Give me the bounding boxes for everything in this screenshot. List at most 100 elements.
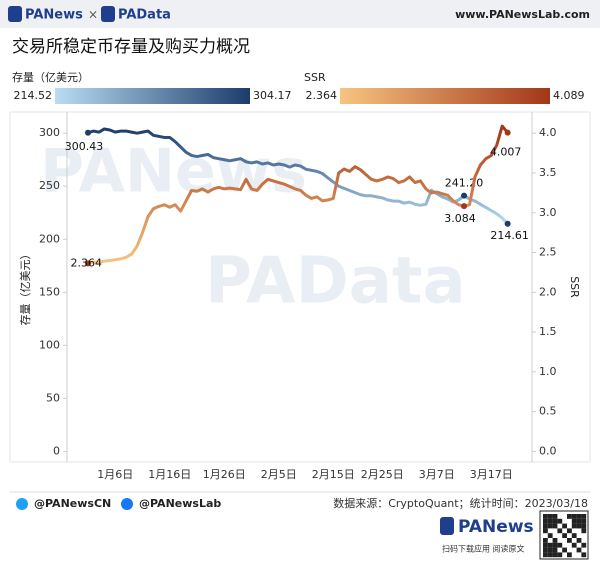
qr-caption: 扫码下载应用 阅读原文 bbox=[442, 544, 525, 554]
twitter-icon bbox=[16, 498, 28, 510]
y2-tick-label: 3.5 bbox=[539, 166, 557, 179]
chart-frame bbox=[9, 111, 591, 463]
qr-cell bbox=[571, 533, 577, 538]
qr-cell bbox=[567, 552, 572, 558]
qr-cell bbox=[552, 547, 558, 553]
y2-tick-label: 2.0 bbox=[539, 285, 557, 298]
y2-tick-label: 0.0 bbox=[539, 444, 557, 457]
qr-cell bbox=[576, 514, 582, 519]
y-tick-label: 100 bbox=[39, 338, 60, 351]
qr-cell bbox=[557, 542, 563, 548]
logo-icon bbox=[8, 6, 22, 22]
qr-cell bbox=[557, 518, 563, 524]
qr-cell bbox=[576, 538, 582, 543]
point-marker bbox=[504, 129, 511, 136]
colorbar bbox=[340, 88, 550, 104]
qr-cell bbox=[562, 533, 567, 538]
logo-left: PANews bbox=[25, 8, 83, 23]
qr-cell bbox=[552, 523, 558, 529]
y2-tick-label: 4.0 bbox=[539, 126, 557, 139]
y2-tick-label: 1.5 bbox=[539, 325, 557, 338]
point-marker bbox=[85, 129, 91, 136]
watermarks: PANews PAData bbox=[40, 137, 466, 319]
colorbar bbox=[55, 88, 250, 104]
data-label: 3.084 bbox=[444, 212, 476, 225]
x-tick-label: 1月26日 bbox=[203, 468, 246, 481]
qr-cell bbox=[567, 528, 572, 534]
chart-title: 交易所稳定币存量及购买力概况 bbox=[12, 37, 250, 57]
twitter-handle: @PANewsCN bbox=[34, 497, 111, 510]
y-tick-label: 250 bbox=[39, 179, 60, 192]
qr-cell bbox=[543, 552, 548, 558]
x-tick-label: 2月25日 bbox=[361, 468, 404, 481]
brand: PANews bbox=[458, 517, 534, 537]
legend-label: SSR bbox=[304, 71, 326, 84]
y-tick-label: 50 bbox=[46, 391, 60, 404]
site-url: www.PANewsLab.com bbox=[455, 8, 590, 21]
x-tick-label: 2月15日 bbox=[312, 468, 355, 481]
qr-cell bbox=[576, 547, 582, 553]
qr-cell bbox=[581, 514, 587, 519]
qr-cell bbox=[543, 518, 548, 524]
point-marker bbox=[504, 220, 511, 227]
qr-cell bbox=[581, 523, 587, 529]
qr-cell bbox=[547, 523, 553, 529]
qr-cell bbox=[571, 542, 577, 548]
qr-cell bbox=[547, 547, 553, 553]
qr-cell bbox=[576, 523, 582, 529]
point-marker bbox=[461, 192, 468, 199]
qr-cell bbox=[552, 542, 558, 548]
data-label: 214.61 bbox=[490, 229, 529, 242]
plot: 0 50 100 150 200 250 300 0.0 0.5 1.0 1.5 2.0 2.5 3.0 3… bbox=[18, 112, 581, 481]
qr-cell bbox=[562, 523, 567, 529]
y-tick-label: 0 bbox=[53, 444, 60, 457]
brand-icon bbox=[440, 517, 454, 535]
colorbar-min: 2.364 bbox=[306, 89, 338, 102]
qr-cell bbox=[547, 552, 553, 558]
facebook-icon bbox=[121, 498, 133, 510]
qr-cell bbox=[557, 528, 563, 534]
x-tick-label: 2月5日 bbox=[261, 468, 297, 481]
y2-tick-label: 1.0 bbox=[539, 365, 557, 378]
qr-cell bbox=[552, 538, 558, 543]
facebook-handle: @PANewsLab bbox=[139, 497, 221, 510]
qr-cell bbox=[571, 514, 577, 519]
colorbar-max: 4.089 bbox=[553, 89, 585, 102]
watermark: PAData bbox=[205, 245, 466, 319]
qr-cell bbox=[557, 552, 563, 558]
qr-cell bbox=[547, 542, 553, 548]
logo-right: PAData bbox=[118, 8, 171, 23]
qr-cell bbox=[547, 514, 553, 519]
qr-cell bbox=[562, 547, 567, 553]
qr-cell bbox=[543, 538, 548, 543]
qr-cell bbox=[571, 523, 577, 529]
series-line bbox=[86, 127, 510, 226]
y-tick-label: 150 bbox=[39, 285, 60, 298]
legend-label: 存量（亿美元） bbox=[12, 70, 89, 84]
qr-cell bbox=[547, 518, 553, 524]
qr-cell bbox=[581, 518, 587, 524]
x-tick-label: 3月7日 bbox=[419, 468, 455, 481]
qr-cell bbox=[581, 528, 587, 534]
y2-tick-label: 3.0 bbox=[539, 206, 557, 219]
y-axis-title: 存量（亿美元） bbox=[18, 249, 32, 326]
x-tick-label: 1月16日 bbox=[148, 468, 191, 481]
qr-cell bbox=[567, 514, 572, 519]
qr-cell bbox=[576, 518, 582, 524]
header-bar bbox=[0, 0, 600, 28]
colorbar-min: 214.52 bbox=[14, 89, 53, 102]
qr-cell bbox=[543, 528, 548, 534]
data-label: 241.20 bbox=[445, 177, 484, 190]
logo-icon bbox=[101, 6, 115, 22]
data-label: 2.364 bbox=[71, 256, 103, 269]
y2-tick-label: 0.5 bbox=[539, 405, 557, 418]
x-tick-label: 1月6日 bbox=[97, 468, 133, 481]
y2-axis-title: SSR bbox=[568, 276, 581, 298]
qr-cell bbox=[552, 552, 558, 558]
qr-cell bbox=[581, 552, 587, 558]
qr-cell bbox=[543, 542, 548, 548]
y-tick-label: 200 bbox=[39, 232, 60, 245]
series-line bbox=[86, 124, 510, 265]
qr-cell bbox=[581, 542, 587, 548]
